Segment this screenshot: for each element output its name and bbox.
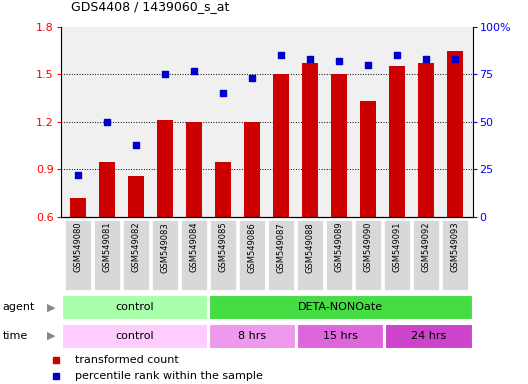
Text: percentile rank within the sample: percentile rank within the sample xyxy=(75,371,262,381)
Text: GSM549086: GSM549086 xyxy=(248,222,257,273)
Text: GSM549092: GSM549092 xyxy=(422,222,431,272)
FancyBboxPatch shape xyxy=(355,220,381,290)
Bar xyxy=(186,122,202,217)
Point xyxy=(74,172,82,178)
FancyBboxPatch shape xyxy=(385,324,472,348)
FancyBboxPatch shape xyxy=(326,220,352,290)
Bar xyxy=(273,74,289,217)
Point xyxy=(306,56,314,62)
FancyBboxPatch shape xyxy=(210,220,236,290)
Bar xyxy=(360,101,376,217)
Bar xyxy=(157,120,173,217)
Text: GSM549080: GSM549080 xyxy=(73,222,82,272)
Text: GSM549087: GSM549087 xyxy=(277,222,286,273)
FancyBboxPatch shape xyxy=(442,220,468,290)
Text: ▶: ▶ xyxy=(47,302,55,312)
Text: GDS4408 / 1439060_s_at: GDS4408 / 1439060_s_at xyxy=(71,0,230,13)
Bar xyxy=(418,63,434,217)
Bar xyxy=(447,51,463,217)
FancyBboxPatch shape xyxy=(152,220,178,290)
Text: transformed count: transformed count xyxy=(75,354,178,364)
Text: time: time xyxy=(3,331,28,341)
FancyBboxPatch shape xyxy=(181,220,207,290)
Text: GSM549082: GSM549082 xyxy=(131,222,140,272)
Text: GSM549085: GSM549085 xyxy=(219,222,228,272)
Point xyxy=(277,52,285,58)
Point xyxy=(393,52,401,58)
Text: GSM549088: GSM549088 xyxy=(306,222,315,273)
Point xyxy=(422,56,430,62)
FancyBboxPatch shape xyxy=(297,220,323,290)
Text: GSM549093: GSM549093 xyxy=(451,222,460,272)
Bar xyxy=(302,63,318,217)
Bar xyxy=(389,66,405,217)
Bar xyxy=(70,198,86,217)
FancyBboxPatch shape xyxy=(94,220,120,290)
FancyBboxPatch shape xyxy=(65,220,91,290)
Text: GSM549089: GSM549089 xyxy=(335,222,344,272)
Bar xyxy=(128,176,144,217)
FancyBboxPatch shape xyxy=(62,295,207,319)
Bar xyxy=(244,122,260,217)
Point xyxy=(132,142,140,148)
FancyBboxPatch shape xyxy=(297,324,383,348)
FancyBboxPatch shape xyxy=(384,220,410,290)
Text: GSM549081: GSM549081 xyxy=(102,222,111,272)
FancyBboxPatch shape xyxy=(413,220,439,290)
FancyBboxPatch shape xyxy=(209,324,295,348)
FancyBboxPatch shape xyxy=(209,295,472,319)
Text: 24 hrs: 24 hrs xyxy=(411,331,446,341)
Point xyxy=(248,75,257,81)
Point xyxy=(219,90,228,96)
Text: control: control xyxy=(115,331,154,341)
Point xyxy=(161,71,169,78)
Text: control: control xyxy=(115,302,154,312)
Point xyxy=(364,62,372,68)
Text: GSM549090: GSM549090 xyxy=(364,222,373,272)
Text: 15 hrs: 15 hrs xyxy=(323,331,357,341)
FancyBboxPatch shape xyxy=(123,220,149,290)
Point xyxy=(451,56,459,62)
Text: GSM549084: GSM549084 xyxy=(190,222,199,272)
FancyBboxPatch shape xyxy=(268,220,294,290)
FancyBboxPatch shape xyxy=(62,324,207,348)
FancyBboxPatch shape xyxy=(239,220,265,290)
Bar xyxy=(331,74,347,217)
Point xyxy=(335,58,343,64)
Point xyxy=(190,68,199,74)
Bar xyxy=(99,162,115,217)
Text: DETA-NONOate: DETA-NONOate xyxy=(298,302,383,312)
Text: ▶: ▶ xyxy=(47,331,55,341)
Text: GSM549091: GSM549091 xyxy=(393,222,402,272)
Text: agent: agent xyxy=(3,302,35,312)
Point xyxy=(103,119,111,125)
Text: GSM549083: GSM549083 xyxy=(161,222,169,273)
Bar xyxy=(215,162,231,217)
Text: 8 hrs: 8 hrs xyxy=(238,331,266,341)
